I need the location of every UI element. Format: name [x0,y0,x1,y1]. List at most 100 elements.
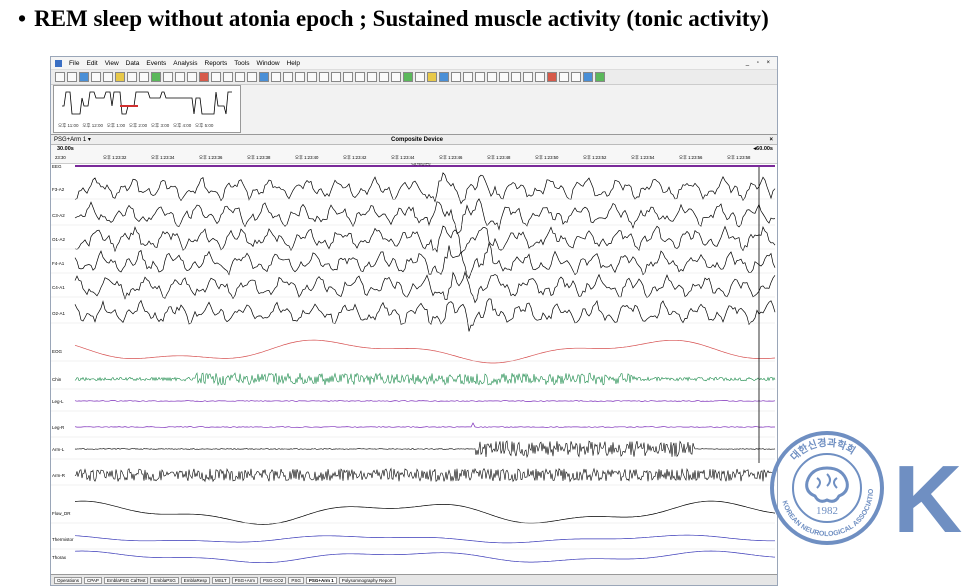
channel-trace [74,372,776,387]
toolbar-button-icon[interactable] [547,72,557,82]
hypnogram-graph [62,91,232,115]
toolbar-button-icon[interactable] [283,72,293,82]
channel-trace [74,500,776,525]
toolbar-button-icon[interactable] [559,72,569,82]
toolbar-button-icon[interactable] [295,72,305,82]
toolbar-button-icon[interactable] [103,72,113,82]
title-text: REM sleep without atonia epoch ; Sustain… [34,6,769,31]
montage-tab[interactable]: PSG-CO2 [260,576,287,584]
toolbar-button-icon[interactable] [475,72,485,82]
toolbar-button-icon[interactable] [331,72,341,82]
montage-tab[interactable]: MSLT [211,576,230,584]
time-tick-label: 오후 1:23:40 [295,155,319,160]
close-icon[interactable]: × [769,136,773,143]
toolbar-button-icon[interactable] [367,72,377,82]
korean-neurological-association-seal: 1982 대한신경과학회 KOREAN NEUROLOGICAL ASSOCIA… [769,430,884,545]
montage-tab[interactable]: EmblaPSG CalTest [103,576,149,584]
toolbar-button-icon[interactable] [247,72,257,82]
montage-tab[interactable]: CPAP [84,576,102,584]
hypnogram-overview[interactable]: 오후 11:00 오후 12:00 오후 1:00 오후 2:00 오후 3:0… [53,85,241,133]
toolbar-button-icon[interactable] [355,72,365,82]
epoch-row: 30.00s ◂60.00s [51,145,777,154]
toolbar-button-icon[interactable] [415,72,425,82]
menu-edit[interactable]: Edit [86,59,98,67]
toolbar-button-icon[interactable] [307,72,317,82]
channel-trace [74,198,776,235]
toolbar-button-icon[interactable] [319,72,329,82]
toolbar-button-icon[interactable] [211,72,221,82]
montage-tab[interactable]: Operations [54,576,83,584]
menu-help[interactable]: Help [286,59,300,67]
toolbar-button-icon[interactable] [235,72,245,82]
toolbar-button-icon[interactable] [67,72,77,82]
channel-label: C4-A1 [52,285,65,290]
montage-tab[interactable]: Polysomnography Report [338,576,396,584]
toolbar-button-icon[interactable] [427,72,437,82]
menu-view[interactable]: View [104,59,119,67]
time-tick-label: 오후 1:23:56 [679,155,703,160]
time-tick-label: 오후 1:23:58 [727,155,751,160]
toolbar-button-icon[interactable] [163,72,173,82]
toolbar-button-icon[interactable] [259,72,269,82]
channel-label: Flow_DR [52,511,71,516]
channel-label: Leg-R [52,425,65,430]
time-tick-label: 오후 1:23:34 [151,155,175,160]
event-marker[interactable]: 각(제정원) [411,160,431,167]
toolbar-button-icon[interactable] [55,72,65,82]
channel-trace [74,298,776,332]
toolbar-button-icon[interactable] [595,72,605,82]
toolbar-button-icon[interactable] [439,72,449,82]
toolbar-button-icon[interactable] [271,72,281,82]
toolbar-button-icon[interactable] [139,72,149,82]
toolbar-button-icon[interactable] [463,72,473,82]
menu-window[interactable]: Window [256,59,280,67]
channel-label: F3-A2 [52,187,65,192]
menu-events[interactable]: Events [146,59,167,67]
epoch-length[interactable]: 30.00s [57,146,74,152]
toolbar-button-icon[interactable] [115,72,125,82]
channel-label: Chin [52,377,62,382]
channel-trace [74,534,775,544]
toolbar-button-icon[interactable] [499,72,509,82]
toolbar-button-icon[interactable] [391,72,401,82]
logo-letter: K [893,446,963,553]
window-buttons[interactable]: _ ▫ × [745,60,773,66]
toolbar-button-icon[interactable] [523,72,533,82]
toolbar-button-icon[interactable] [511,72,521,82]
toolbar-button-icon[interactable] [451,72,461,82]
toolbar-button-icon[interactable] [175,72,185,82]
toolbar-button-icon[interactable] [403,72,413,82]
toolbar-button-icon[interactable] [127,72,137,82]
toolbar-button-icon[interactable] [487,72,497,82]
menu-analysis[interactable]: Analysis [173,59,198,67]
montage-tab[interactable]: EmblaPSG [150,576,179,584]
signal-traces: EEG F3-A2 C3-A2 O1-A2 F4-A1 C4-A1 O2-A1 EOG Chin… [51,160,776,568]
menu-tools[interactable]: Tools [234,59,250,67]
toolbar-button-icon[interactable] [535,72,545,82]
channel-label: O1-A2 [52,237,66,242]
toolbar-button-icon[interactable] [379,72,389,82]
toolbar-button-icon[interactable] [91,72,101,82]
montage-select[interactable]: PSG+Arm 1 ▾ [54,137,91,143]
toolbar-button-icon[interactable] [151,72,161,82]
title-bullet: • [18,6,27,31]
montage-tab[interactable]: PSG [288,576,304,584]
channel-trace [74,400,776,402]
montage-tab[interactable]: PSG+Arm [231,576,259,584]
panel-header: PSG+Arm 1 ▾ Composite Device × [51,135,777,145]
toolbar-button-icon[interactable] [79,72,89,82]
toolbar-button-icon[interactable] [187,72,197,82]
toolbar-button-icon[interactable] [343,72,353,82]
epoch-length-right[interactable]: ◂60.00s [753,146,773,152]
trace-area[interactable]: EEG F3-A2 C3-A2 O1-A2 F4-A1 C4-A1 O2-A1 EOG Chin… [51,160,777,575]
menu-file[interactable]: File [69,59,80,67]
toolbar-button-icon[interactable] [199,72,209,82]
toolbar-button-icon[interactable] [571,72,581,82]
toolbar-button-icon[interactable] [583,72,593,82]
montage-tab[interactable]: EmblaResp [180,576,210,584]
channel-trace [74,440,776,459]
montage-tab[interactable]: PSG+Arm 1 [305,576,337,584]
toolbar-button-icon[interactable] [223,72,233,82]
menu-data[interactable]: Data [125,59,140,67]
menu-reports[interactable]: Reports [204,59,228,67]
